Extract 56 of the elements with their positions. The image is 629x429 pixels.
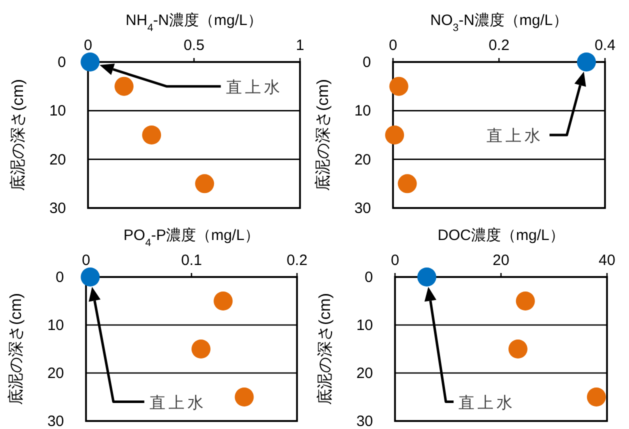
y-axis-title: 底泥の深さ(cm) bbox=[316, 293, 334, 405]
x-tick-label: 0 bbox=[84, 37, 92, 54]
y-tick-label: 0 bbox=[362, 54, 371, 71]
x-tick-label: 0 bbox=[82, 252, 90, 269]
y-tick-label: 10 bbox=[47, 317, 64, 334]
point bbox=[234, 388, 254, 406]
x-tick-label: 0.1 bbox=[181, 252, 202, 269]
point bbox=[586, 388, 606, 406]
y-tick-label: 30 bbox=[354, 200, 371, 217]
y-axis-title: 底泥の深さ(cm) bbox=[314, 79, 332, 191]
y-tick-label: 10 bbox=[354, 102, 371, 120]
point bbox=[389, 76, 408, 96]
point bbox=[576, 52, 596, 72]
chart-title: PO$_{4}$-P濃度（mg/L） bbox=[124, 227, 260, 249]
point bbox=[191, 340, 210, 358]
chart-title: NH$_{4}$-N濃度（mg/L） bbox=[126, 12, 262, 34]
point bbox=[214, 292, 233, 310]
chart-title: DOC濃度（mg/L） bbox=[438, 227, 564, 244]
y-tick-label: 30 bbox=[356, 413, 373, 429]
y-tick-label: 20 bbox=[354, 151, 371, 168]
y-tick-label: 0 bbox=[58, 54, 66, 71]
point bbox=[195, 174, 214, 194]
x-tick-label: 1 bbox=[296, 37, 304, 54]
x-tick-label: 0.2 bbox=[488, 37, 510, 54]
point bbox=[398, 174, 417, 194]
annotation: 直上水 bbox=[226, 78, 283, 96]
chart-title: NO$_{3}$-N濃度（mg/L） bbox=[430, 12, 568, 34]
y-tick-label: 10 bbox=[356, 317, 373, 334]
y-axis-title: 底泥の深さ(cm) bbox=[7, 293, 25, 405]
y-tick-label: 30 bbox=[47, 413, 64, 429]
x-tick-label: 0 bbox=[390, 252, 400, 269]
point bbox=[508, 340, 528, 358]
x-tick-label: 0.4 bbox=[594, 37, 616, 54]
y-tick-label: 20 bbox=[356, 365, 373, 382]
annotation: 直上水 bbox=[149, 394, 206, 412]
y-axis-title: 底泥の深さ(cm) bbox=[9, 79, 27, 191]
x-tick-label: 0.5 bbox=[184, 37, 204, 54]
x-tick-label: 40 bbox=[598, 252, 616, 269]
x-tick-label: 0 bbox=[388, 37, 398, 54]
y-tick-label: 10 bbox=[49, 102, 66, 120]
x-tick-label: 0.2 bbox=[286, 252, 308, 269]
point bbox=[385, 126, 404, 144]
y-tick-label: 0 bbox=[364, 269, 373, 286]
annotation: 直上水 bbox=[486, 127, 544, 145]
point bbox=[80, 52, 100, 72]
point bbox=[142, 126, 162, 144]
point bbox=[114, 76, 134, 96]
x-tick-label: 20 bbox=[492, 252, 510, 269]
point bbox=[417, 268, 436, 286]
point bbox=[80, 268, 100, 286]
y-tick-label: 30 bbox=[49, 200, 66, 217]
y-tick-label: 20 bbox=[47, 365, 64, 382]
annotation: 直上水 bbox=[458, 394, 516, 412]
y-tick-label: 0 bbox=[56, 269, 64, 286]
y-tick-label: 20 bbox=[49, 151, 66, 168]
point bbox=[516, 292, 535, 310]
